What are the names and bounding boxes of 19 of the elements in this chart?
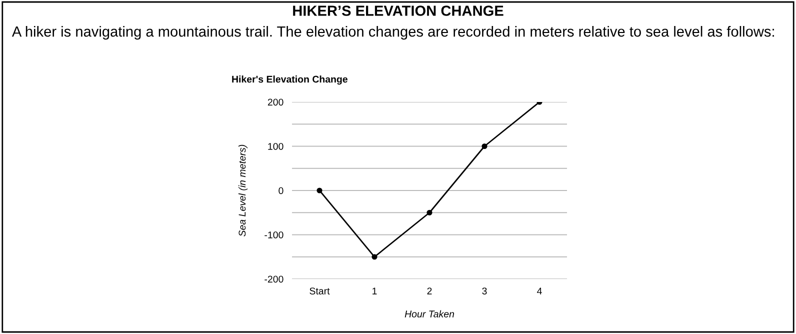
y-tick-label: 200 (268, 98, 284, 106)
x-tick-label: Start (310, 288, 330, 294)
x-tick-label: 3 (482, 288, 487, 294)
text: HIKER’S ELEVATION CHANGE (293, 6, 504, 16)
chart-title: Hiker's Elevation Change (232, 76, 348, 85)
x-tick-label: 2 (427, 288, 432, 294)
y-tick-label: -100 (264, 231, 284, 238)
y-tick-label: -200 (264, 276, 284, 283)
x-axis-title: Hour Taken (404, 310, 454, 318)
point (482, 143, 488, 150)
y-axis-title: Sea Level (in meters) (238, 144, 248, 236)
y-tick-label: 0 (278, 187, 284, 194)
point (316, 188, 322, 194)
point (372, 254, 378, 260)
y-tick-label: 100 (268, 142, 284, 150)
point (426, 210, 432, 216)
text: A hiker is navigating a mountainous trail. The elevation changes are recorded in meters relative to sea level as follows: (12, 26, 774, 40)
x-tick-label: 4 (537, 288, 542, 294)
x-tick-label: 1 (372, 288, 377, 294)
